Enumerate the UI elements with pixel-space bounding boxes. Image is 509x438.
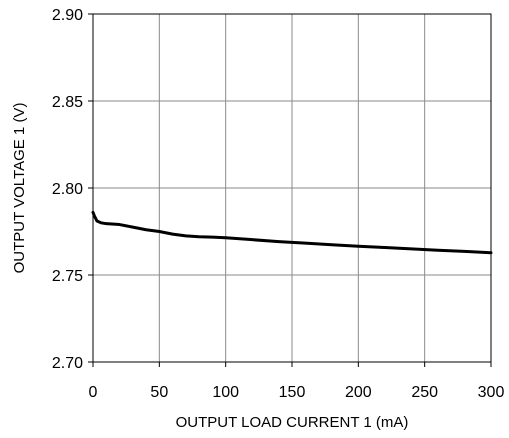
y-tick-label: 2.80	[52, 181, 83, 198]
axis-ticks	[88, 13, 492, 367]
y-tick-label: 2.85	[52, 94, 83, 111]
x-tick-label: 200	[345, 384, 372, 401]
x-tick-label: 0	[89, 384, 98, 401]
y-tick-labels: 2.70 2.75 2.80 2.85 2.90	[52, 7, 83, 372]
y-axis-title: OUTPUT VOLTAGE 1 (V)	[11, 103, 28, 274]
x-tick-label: 300	[478, 384, 505, 401]
x-tick-labels: 0 50 100 150 200 250 300	[89, 384, 505, 401]
series-line	[91, 210, 493, 255]
x-tick-label: 50	[150, 384, 168, 401]
y-tick-label: 2.90	[52, 7, 83, 24]
grid	[93, 14, 491, 362]
y-tick-label: 2.70	[52, 355, 83, 372]
x-tick-label: 250	[411, 384, 438, 401]
series-group	[91, 210, 493, 255]
y-tick-label: 2.75	[52, 268, 83, 285]
x-tick-label: 150	[279, 384, 306, 401]
x-axis-title: OUTPUT LOAD CURRENT 1 (mA)	[176, 414, 409, 431]
plot-frame	[92, 13, 492, 363]
x-tick-label: 100	[212, 384, 239, 401]
